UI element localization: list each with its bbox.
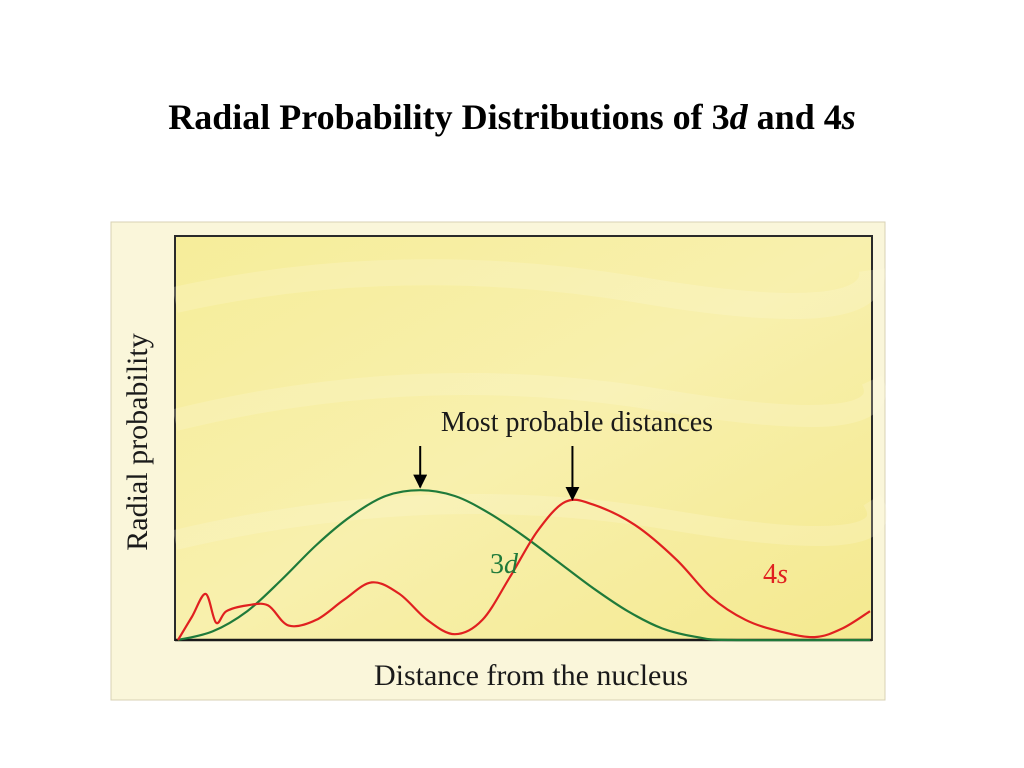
y-axis-label: Radial probability	[121, 333, 154, 550]
title-s: s	[841, 97, 856, 138]
title-d: d	[729, 97, 748, 138]
plot-area	[174, 235, 873, 641]
series-label-4s-main: 4	[763, 559, 777, 590]
series-label-4s: 4s	[763, 559, 788, 590]
series-label-3d: 3d	[490, 549, 519, 580]
series-label-4s-italic: s	[777, 559, 788, 590]
series-label-3d-italic: d	[504, 549, 519, 580]
annotation-most-probable: Most probable distances	[441, 407, 713, 438]
x-axis-label: Distance from the nucleus	[374, 659, 688, 692]
plot-background-bands	[172, 259, 888, 550]
title-and: and 4	[747, 97, 842, 138]
series-label-3d-main: 3	[490, 549, 504, 580]
slide-title: Radial Probability Distributions of 3d a…	[0, 96, 1024, 139]
title-main: Radial Probability Distributions of 3	[168, 97, 730, 138]
series-4s-line	[177, 498, 871, 641]
series-3d-line	[177, 489, 871, 642]
